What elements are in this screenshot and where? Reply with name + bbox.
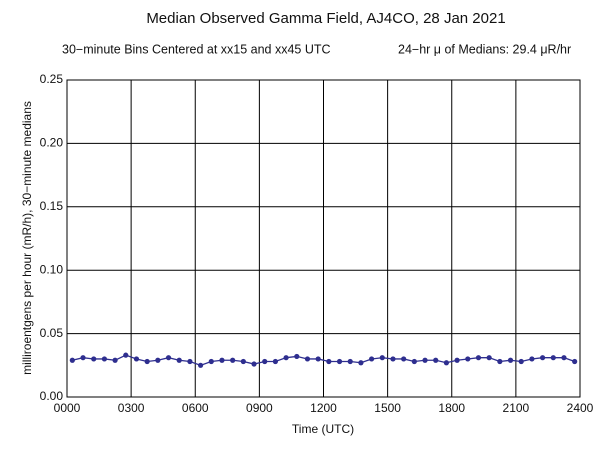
- data-point: [219, 357, 225, 363]
- chart-title: Median Observed Gamma Field, AJ4CO, 28 J…: [146, 10, 505, 27]
- data-point: [539, 355, 546, 361]
- data-point: [304, 356, 311, 362]
- data-point: [326, 358, 332, 365]
- y-tick-label: 0.25: [40, 72, 64, 86]
- x-axis-label: Time (UTC): [292, 422, 354, 436]
- data-point: [251, 361, 257, 367]
- x-tick-label: 2100: [503, 401, 530, 415]
- data-point: [283, 355, 289, 361]
- data-point: [368, 356, 375, 362]
- y-tick-label: 0.00: [40, 389, 64, 403]
- data-point: [572, 358, 578, 365]
- data-point: [176, 357, 182, 363]
- data-point: [187, 358, 193, 365]
- data-point: [411, 358, 417, 365]
- data-point: [294, 353, 300, 360]
- data-point: [315, 356, 321, 362]
- data-point: [486, 355, 492, 361]
- data-point: [336, 358, 343, 365]
- annotation: 24−hr μ of Medians: 29.4 μR/hr: [398, 42, 571, 56]
- data-point: [454, 357, 460, 363]
- x-tick-label: 0000: [54, 401, 81, 415]
- data-point: [165, 355, 172, 361]
- chart-subtitle: 30−minute Bins Centered at xx15 and xx45…: [62, 42, 331, 56]
- y-tick-label: 0.05: [40, 326, 64, 340]
- data-point: [133, 356, 140, 362]
- data-point: [144, 358, 150, 365]
- y-axis-label: milliroentgens per hour (mR/h), 30−minut…: [20, 101, 34, 375]
- data-point: [262, 358, 268, 365]
- data-point: [529, 356, 535, 362]
- data-point: [272, 358, 279, 365]
- data-point: [390, 356, 396, 362]
- data-point: [443, 360, 450, 366]
- data-point: [69, 357, 75, 363]
- data-point: [550, 355, 556, 361]
- data-point: [123, 352, 129, 358]
- data-point: [433, 357, 439, 363]
- data-point: [347, 358, 353, 365]
- x-tick-label: 1800: [438, 401, 465, 415]
- y-tick-label: 0.10: [40, 262, 64, 276]
- data-point: [80, 355, 86, 361]
- data-point: [230, 357, 236, 363]
- x-tick-label: 0900: [246, 401, 273, 415]
- data-point: [358, 360, 364, 366]
- data-point: [91, 356, 97, 362]
- x-tick-label: 1200: [310, 401, 337, 415]
- x-tick-label: 0600: [182, 401, 209, 415]
- data-point: [101, 356, 108, 362]
- data-point: [208, 358, 214, 365]
- data-point: [155, 357, 161, 363]
- data-point: [465, 356, 471, 362]
- x-tick-label: 1500: [374, 401, 401, 415]
- x-tick-label: 0300: [118, 401, 145, 415]
- data-point: [422, 357, 428, 363]
- data-point: [197, 362, 204, 368]
- y-tick-label: 0.15: [40, 199, 64, 213]
- data-point: [240, 358, 246, 365]
- x-tick-label: 2400: [567, 401, 594, 415]
- data-point: [475, 355, 482, 361]
- data-point: [507, 357, 514, 363]
- data-point: [518, 358, 524, 365]
- plot-frame: [66, 79, 581, 398]
- data-point: [561, 355, 567, 361]
- data-point: [497, 358, 503, 365]
- data-point: [401, 356, 407, 362]
- data-point: [112, 357, 118, 363]
- data-point: [379, 355, 385, 361]
- y-tick-label: 0.20: [40, 136, 64, 150]
